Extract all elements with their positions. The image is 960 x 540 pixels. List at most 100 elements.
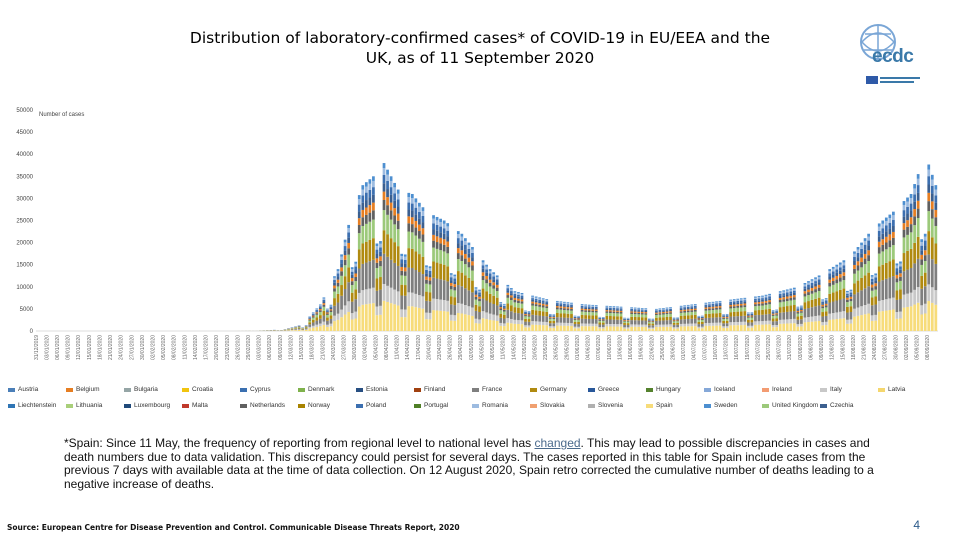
bar-segment	[580, 318, 584, 324]
bar-segment	[407, 202, 411, 210]
bar-segment	[580, 305, 584, 308]
x-tick-label: 30/03/2020	[352, 335, 358, 360]
bar-segment	[701, 321, 704, 324]
bar-segment	[435, 236, 439, 243]
bar-segment	[428, 312, 432, 320]
bar-segment	[559, 309, 563, 314]
bar-segment	[435, 299, 439, 311]
bar-segment	[870, 290, 874, 298]
bar-segment	[343, 239, 347, 243]
bar-segment	[361, 263, 365, 291]
bar-segment	[874, 275, 878, 278]
bar-segment	[658, 309, 662, 311]
bar-segment	[874, 273, 878, 276]
bar-segment	[640, 317, 644, 321]
bar-segment	[368, 221, 372, 240]
bar-segment	[835, 300, 839, 313]
bar-segment	[899, 289, 902, 300]
bar-segment	[361, 209, 365, 218]
bar-segment	[782, 301, 786, 307]
bar-segment	[495, 287, 499, 291]
legend-item-bulgaria: Bulgaria	[124, 386, 158, 393]
bar-segment	[732, 325, 736, 331]
changed-link[interactable]: changed	[534, 436, 581, 450]
bar-segment	[888, 218, 892, 223]
bar-segment	[633, 320, 637, 325]
bar-segment	[736, 321, 740, 326]
bar-segment	[326, 308, 329, 310]
bar-segment	[379, 277, 382, 290]
bar-segment	[587, 318, 591, 324]
bar-segment	[764, 302, 768, 305]
bar-segment	[722, 314, 725, 316]
title-line-2: UK, as of 11 September 2020	[365, 49, 595, 67]
bar-segment	[609, 310, 612, 312]
bar-segment	[563, 325, 566, 331]
bar-segment	[400, 284, 404, 296]
bar-segment	[432, 261, 435, 278]
bar-segment	[665, 308, 669, 310]
bar-segment	[623, 321, 626, 324]
bar-segment	[761, 309, 764, 315]
bar-segment	[842, 280, 846, 289]
bar-segment	[701, 326, 704, 329]
bar-segment	[460, 255, 464, 261]
x-tick-label: 15/01/2020	[87, 335, 93, 360]
bar-segment	[916, 218, 920, 237]
bar-segment	[555, 317, 559, 323]
bar-segment	[322, 306, 326, 311]
bar-segment	[785, 306, 789, 312]
bar-segment	[400, 309, 404, 318]
bar-segment	[616, 324, 619, 327]
bar-segment	[619, 316, 623, 320]
bar-segment	[478, 292, 481, 295]
bar-segment	[446, 226, 450, 231]
bar-segment	[509, 311, 513, 319]
bar-segment	[471, 261, 474, 266]
bar-segment	[485, 275, 488, 280]
bar-segment	[853, 253, 856, 258]
bar-segment	[725, 315, 729, 317]
bar-segment	[605, 308, 609, 311]
bar-segment	[693, 308, 697, 310]
bar-segment	[386, 174, 389, 181]
bar-segment	[478, 290, 481, 293]
x-tick-label: 21/03/2020	[320, 335, 326, 360]
bar-segment	[364, 186, 368, 193]
bar-segment	[814, 278, 817, 282]
bar-segment	[888, 310, 892, 331]
bar-segment	[566, 305, 570, 308]
bar-segment	[669, 308, 672, 310]
bar-segment	[757, 303, 761, 306]
y-tick-label: 40000	[16, 152, 33, 158]
bar-segment	[333, 280, 336, 283]
bar-segment	[651, 325, 655, 328]
bar-segment	[623, 324, 626, 328]
bar-segment	[456, 303, 460, 314]
bar-segment	[446, 300, 450, 312]
bar-segment	[563, 309, 566, 314]
bar-segment	[386, 234, 389, 257]
bar-segment	[849, 319, 853, 324]
bar-segment	[800, 308, 803, 310]
bar-segment	[612, 306, 616, 308]
bar-segment	[460, 240, 464, 246]
bar-segment	[704, 310, 708, 315]
bar-segment	[605, 311, 609, 313]
bar-segment	[718, 303, 722, 305]
bar-segment	[555, 304, 559, 307]
bar-segment	[584, 304, 588, 306]
bar-segment	[396, 213, 400, 221]
bar-segment	[750, 317, 754, 320]
bar-segment	[739, 305, 743, 308]
bar-segment	[651, 327, 655, 329]
bar-segment	[923, 313, 927, 331]
bar-segment	[453, 284, 457, 288]
bar-segment	[605, 326, 609, 331]
bar-segment	[566, 308, 570, 311]
bar-segment	[506, 288, 510, 291]
bar-segment	[594, 312, 598, 316]
bar-segment	[517, 293, 520, 295]
bar-segment	[867, 233, 870, 237]
bar-segment	[329, 307, 333, 310]
